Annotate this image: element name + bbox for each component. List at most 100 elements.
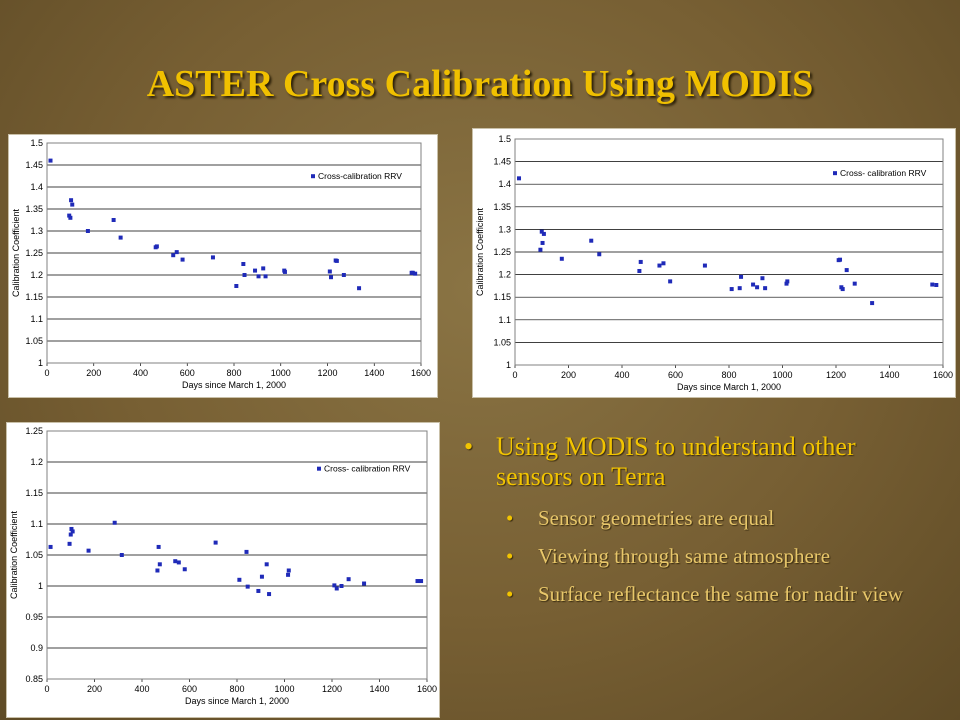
data-point <box>934 282 939 287</box>
data-point <box>259 574 264 579</box>
y-tick-label: 1.45 <box>493 157 511 167</box>
data-point <box>112 520 117 525</box>
data-point <box>332 583 337 588</box>
data-point <box>176 560 181 565</box>
bullet-text: Viewing through same atmosphere <box>538 544 831 568</box>
bullet-glyph: • <box>506 582 514 606</box>
plot-area <box>46 430 428 680</box>
data-point <box>48 158 53 163</box>
y-tick-label: 1.4 <box>498 179 511 189</box>
x-tick-label: 400 <box>134 684 149 694</box>
bullet-item-2: • Sensor geometries are equal <box>458 506 938 530</box>
data-point <box>155 568 160 573</box>
data-point <box>517 176 522 181</box>
legend-label: Cross- calibration RRV <box>324 464 411 474</box>
y-tick-label: 1.2 <box>30 457 43 467</box>
y-tick-label: 1.3 <box>498 224 511 234</box>
x-tick-label: 1400 <box>364 368 384 378</box>
legend-marker <box>311 174 315 179</box>
data-point <box>589 238 594 243</box>
y-tick-label: 0.95 <box>25 612 43 622</box>
data-point <box>357 286 362 291</box>
bullet-item-4: • Surface reflectance the same for nadir… <box>458 582 938 606</box>
legend-marker <box>317 466 321 471</box>
legend-label: Cross-calibration RRV <box>318 171 402 181</box>
data-point <box>657 263 662 268</box>
y-tick-label: 1.05 <box>25 336 43 346</box>
y-tick-label: 1 <box>38 581 43 591</box>
data-point <box>638 259 643 264</box>
data-point <box>785 279 790 284</box>
chart-panel-3: 0.85 0.9 0.95 1 1.05 1.1 1.15 1.2 1.25 0 200 400 600… <box>6 422 440 718</box>
data-point <box>341 273 346 277</box>
x-axis-label: Days since March 1, 2000 <box>182 380 286 390</box>
y-tick-label: 1.45 <box>25 160 43 170</box>
x-tick-label: 600 <box>182 684 197 694</box>
data-point <box>668 279 673 284</box>
bullet-text: Sensor geometries are equal <box>538 506 775 530</box>
y-axis-label: Calibration Coefficient <box>9 511 19 599</box>
chart-panel-1: 1 1.05 1.1 1.15 1.2 1.25 1.3 1.35 1.4 1.45 1.5 0 200… <box>8 134 438 398</box>
x-tick-label: 1400 <box>369 684 389 694</box>
y-tick-label: 1.5 <box>30 138 43 148</box>
data-point <box>156 544 161 549</box>
y-tick-label: 1.25 <box>25 248 43 258</box>
x-tick-label: 1200 <box>826 370 846 380</box>
data-point <box>86 548 91 553</box>
y-tick-label: 1.05 <box>25 550 43 560</box>
x-tick-label: 1000 <box>274 684 294 694</box>
data-point <box>118 235 123 240</box>
bullet-glyph: • <box>506 544 514 568</box>
y-tick-label: 1.4 <box>30 182 43 192</box>
x-tick-label: 800 <box>721 370 736 380</box>
y-tick-label: 1.1 <box>30 519 43 529</box>
y-tick-label: 1.2 <box>30 270 43 280</box>
y-tick-label: 1.25 <box>25 426 43 436</box>
bullet-item-3: • Viewing through same atmosphere <box>458 544 938 568</box>
x-tick-label: 1000 <box>271 368 291 378</box>
bullet-text: Surface reflectance the same for nadir v… <box>538 582 903 606</box>
data-point <box>157 562 162 567</box>
x-tick-label: 600 <box>668 370 683 380</box>
data-point <box>334 586 339 591</box>
data-point <box>256 274 261 279</box>
data-point <box>256 588 261 593</box>
data-point <box>182 567 187 572</box>
x-tick-label: 400 <box>133 368 148 378</box>
data-point <box>282 269 287 274</box>
data-point <box>760 276 765 281</box>
data-point <box>661 261 666 266</box>
data-point <box>702 263 707 268</box>
chart-panel-2: 1 1.05 1.1 1.15 1.2 1.25 1.3 1.35 1.4 1.45 1.5 0 200… <box>472 128 956 398</box>
data-point <box>637 268 642 273</box>
data-point <box>415 579 420 584</box>
data-point <box>263 274 268 279</box>
data-point <box>68 215 73 220</box>
data-point <box>334 258 339 263</box>
data-point <box>410 270 415 275</box>
data-point <box>538 247 543 252</box>
y-tick-label: 1.35 <box>25 204 43 214</box>
data-point <box>210 255 215 260</box>
data-point <box>111 218 116 222</box>
x-tick-label: 200 <box>561 370 576 380</box>
y-tick-label: 1 <box>38 358 43 368</box>
data-point <box>539 229 544 234</box>
data-point <box>67 541 72 546</box>
data-point <box>838 257 843 262</box>
bullet-glyph: • <box>464 432 474 461</box>
data-point <box>840 287 845 292</box>
y-tick-label: 1.1 <box>498 315 511 325</box>
data-point <box>234 284 239 288</box>
x-tick-label: 200 <box>86 368 101 378</box>
data-point <box>739 274 744 279</box>
data-point <box>541 231 546 236</box>
y-tick-label: 1.05 <box>493 337 511 347</box>
data-point <box>154 244 159 249</box>
y-tick-label: 0.85 <box>25 674 43 684</box>
bullet-glyph: • <box>506 506 514 530</box>
data-point <box>173 559 178 564</box>
data-point <box>119 553 124 557</box>
y-tick-label: 1.1 <box>30 314 43 324</box>
data-point <box>174 250 179 255</box>
